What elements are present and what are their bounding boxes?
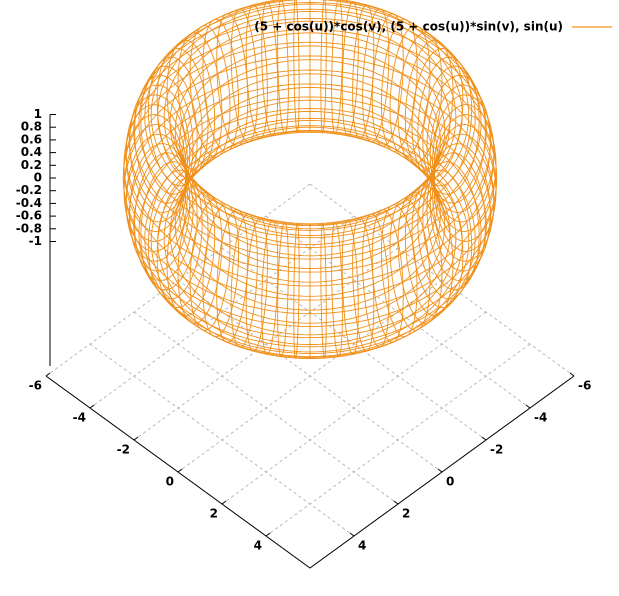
surface-line <box>156 47 209 179</box>
z-tick-label: 0.6 <box>21 132 42 146</box>
surface-line <box>341 219 359 355</box>
z-tick-label: -1 <box>29 234 42 248</box>
legend-label: (5 + cos(u))*cos(v), (5 + cos(u))*sin(v)… <box>254 20 563 34</box>
surface-line <box>380 204 418 338</box>
z-tick-label: -0.6 <box>16 209 42 223</box>
surface-line <box>140 161 198 291</box>
x-tick-label: 0 <box>166 475 174 489</box>
y-tick <box>569 372 575 377</box>
surface-line <box>189 198 231 331</box>
surface-line <box>411 177 464 309</box>
surface-line <box>230 8 258 143</box>
surface-line <box>166 39 216 171</box>
z-tick-label: 0.8 <box>21 120 42 134</box>
surface-line <box>411 47 464 179</box>
surface-line <box>331 221 343 358</box>
surface-line <box>230 213 258 348</box>
surface-line <box>216 209 249 343</box>
grid-line <box>221 247 487 441</box>
y-tick-label: -4 <box>534 411 547 425</box>
x-tick-label: -2 <box>117 443 130 457</box>
y-tick <box>525 404 531 409</box>
surface-line <box>426 74 486 204</box>
surface-line <box>134 152 194 282</box>
surface-line <box>404 185 454 317</box>
surface-line <box>433 123 497 252</box>
surface-line <box>261 1 279 137</box>
y-tick <box>437 468 443 473</box>
x-tick <box>265 532 271 537</box>
surface-line <box>434 114 498 242</box>
x-tick-label: 2 <box>210 507 218 521</box>
z-tick-label: 0.4 <box>21 145 42 159</box>
x-tick <box>133 436 139 441</box>
surface-line <box>362 213 390 348</box>
surface-line <box>389 25 431 158</box>
surface-line <box>426 152 486 282</box>
surface-line <box>245 216 268 352</box>
x-tick-label: -4 <box>73 411 86 425</box>
y-tick <box>481 436 487 441</box>
x-tick <box>89 404 95 409</box>
y-tick-label: -6 <box>578 379 591 393</box>
surface-line <box>293 0 300 134</box>
y-tick-label: -2 <box>490 443 503 457</box>
x-tick-label: -6 <box>29 379 42 393</box>
z-tick-label: 0.2 <box>21 158 42 172</box>
surface-line <box>432 94 495 223</box>
surface-line <box>189 25 231 158</box>
surface-line <box>123 104 187 233</box>
surface-line <box>417 56 473 187</box>
x-tick-label: 4 <box>254 539 262 553</box>
z-tick-label: 0 <box>34 171 42 185</box>
surface-line <box>432 133 495 262</box>
surface-line <box>352 216 375 352</box>
surface-line <box>320 0 327 134</box>
surface-line <box>216 13 249 147</box>
surface-line <box>341 1 359 137</box>
grid-line <box>133 311 399 505</box>
surface-line <box>320 222 327 360</box>
surface-line <box>202 204 240 338</box>
surface-line <box>389 198 431 331</box>
surface <box>122 0 498 360</box>
x-tick <box>177 468 183 473</box>
surface-line <box>277 221 289 358</box>
surface-line <box>147 56 203 187</box>
z-tick-label: -0.4 <box>16 196 42 210</box>
surface-line <box>125 94 188 223</box>
surface-line <box>352 4 375 140</box>
surface-line <box>293 222 300 360</box>
surface-line <box>245 4 268 140</box>
floor-border <box>45 375 575 569</box>
z-tick-label: 1 <box>34 107 42 121</box>
surface-line <box>277 0 289 135</box>
y-tick-label: 2 <box>402 507 410 521</box>
surface-line <box>422 65 480 195</box>
surface-line <box>380 18 418 152</box>
surface-line <box>261 219 279 355</box>
surface-line <box>202 18 240 152</box>
surface-line <box>166 185 216 317</box>
surface-line <box>404 39 454 171</box>
surface-line <box>125 133 188 262</box>
z-tick-label: -0.8 <box>16 221 42 235</box>
surface-line <box>371 13 404 147</box>
surface-line <box>156 177 209 309</box>
x-tick <box>45 372 51 377</box>
surface-line <box>331 0 343 135</box>
surface-line <box>371 209 404 343</box>
y-tick-label: 4 <box>358 539 366 553</box>
y-tick <box>393 500 399 505</box>
y-tick <box>349 532 355 537</box>
surface-line <box>147 169 203 300</box>
y-tick-label: 0 <box>446 475 454 489</box>
surface-line <box>417 169 473 300</box>
surface-line <box>122 114 186 242</box>
z-tick-label: -0.2 <box>16 183 42 197</box>
surface-line <box>134 74 194 204</box>
x-tick <box>221 500 227 505</box>
grid-line <box>89 343 355 537</box>
